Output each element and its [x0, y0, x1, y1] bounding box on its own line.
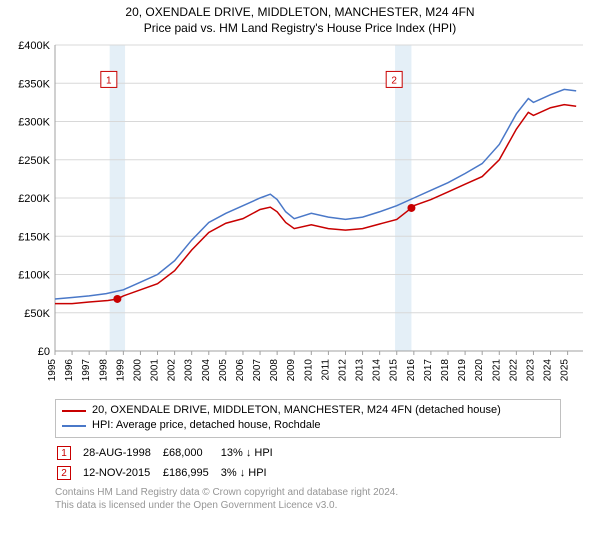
x-tick-label: 2004 [201, 359, 212, 382]
marker-dot [407, 204, 415, 212]
cell-date: 28-AUG-1998 [83, 444, 161, 462]
x-tick-label: 2001 [150, 359, 161, 382]
chart-titles: 20, OXENDALE DRIVE, MIDDLETON, MANCHESTE… [5, 5, 595, 35]
x-tick-label: 2018 [440, 359, 451, 382]
cell-marker: 2 [57, 464, 81, 482]
cell-marker: 1 [57, 444, 81, 462]
x-tick-label: 2015 [389, 359, 400, 382]
x-tick-label: 2005 [218, 359, 229, 382]
price-chart: £0 £50K £100K £150K £200K £250K £300K £350K £400… [5, 35, 595, 395]
legend-item: 20, OXENDALE DRIVE, MIDDLETON, MANCHESTE… [62, 403, 554, 418]
x-tick-label: 2019 [457, 359, 468, 382]
point-marker: 1 [57, 446, 71, 460]
y-tick-label: £200K [18, 193, 50, 205]
x-tick-label: 2009 [286, 359, 297, 382]
x-tick-label: 1999 [115, 359, 126, 382]
x-tick-label: 2024 [543, 359, 554, 382]
x-tick-label: 1995 [47, 359, 58, 382]
marker-label: 2 [391, 75, 397, 86]
x-tick-label: 2006 [235, 359, 246, 382]
x-tick-label: 2021 [491, 359, 502, 382]
footer-line1: Contains HM Land Registry data © Crown c… [55, 486, 561, 499]
price-points-table: 1 28-AUG-1998£68,00013% ↓ HPI 2 12-NOV-2015… [55, 442, 285, 484]
y-tick-label: £0 [38, 346, 50, 358]
legend-label: 20, OXENDALE DRIVE, MIDDLETON, MANCHESTE… [92, 403, 501, 418]
x-tick-label: 2011 [320, 359, 331, 381]
footer-line2: This data is licensed under the Open Gov… [55, 499, 561, 512]
legend-label: HPI: Average price, detached house, Roch… [92, 418, 321, 433]
legend-item: HPI: Average price, detached house, Roch… [62, 418, 554, 433]
x-tick-label: 2002 [167, 359, 178, 382]
x-tick-label: 2017 [423, 359, 434, 382]
x-tick-label: 2010 [303, 359, 314, 382]
marker-label: 1 [106, 75, 112, 86]
x-tick-label: 2025 [560, 359, 571, 382]
title-address: 20, OXENDALE DRIVE, MIDDLETON, MANCHESTE… [5, 5, 595, 19]
cell-date: 12-NOV-2015 [83, 464, 161, 482]
x-tick-label: 1996 [64, 359, 75, 382]
x-tick-label: 2013 [355, 359, 366, 382]
table-row: 1 28-AUG-1998£68,00013% ↓ HPI [57, 444, 283, 462]
x-tick-label: 2000 [132, 359, 143, 382]
cell-price: £186,995 [163, 464, 219, 482]
x-tick-label: 2014 [372, 359, 383, 382]
x-tick-label: 2022 [508, 359, 519, 382]
x-tick-label: 2016 [406, 359, 417, 382]
x-tick-label: 1998 [98, 359, 109, 382]
marker-dot [113, 295, 121, 303]
y-tick-label: £300K [18, 117, 50, 129]
chart-container: £0 £50K £100K £150K £200K £250K £300K £350K £400… [5, 35, 595, 395]
y-tick-label: £400K [18, 40, 50, 52]
legend-swatch [62, 425, 86, 427]
legend-swatch [62, 410, 86, 412]
legend: 20, OXENDALE DRIVE, MIDDLETON, MANCHESTE… [55, 399, 561, 438]
point-marker: 2 [57, 466, 71, 480]
table-row: 2 12-NOV-2015£186,9953% ↓ HPI [57, 464, 283, 482]
x-tick-label: 2012 [337, 359, 348, 382]
x-tick-label: 2008 [269, 359, 280, 382]
footer-attribution: Contains HM Land Registry data © Crown c… [55, 486, 561, 512]
x-tick-label: 2007 [252, 359, 263, 382]
y-tick-label: £350K [18, 78, 50, 90]
x-tick-label: 2023 [525, 359, 536, 382]
cell-delta: 3% ↓ HPI [221, 464, 283, 482]
y-tick-label: £100K [18, 270, 50, 282]
y-tick-label: £250K [18, 155, 50, 167]
x-tick-label: 2003 [184, 359, 195, 382]
cell-delta: 13% ↓ HPI [221, 444, 283, 462]
x-tick-label: 1997 [81, 359, 92, 382]
y-tick-label: £50K [24, 308, 50, 320]
title-subtitle: Price paid vs. HM Land Registry's House … [5, 21, 595, 35]
series-property [55, 105, 576, 304]
x-tick-label: 2020 [474, 359, 485, 382]
series-hpi [55, 89, 576, 299]
cell-price: £68,000 [163, 444, 219, 462]
y-tick-label: £150K [18, 231, 50, 243]
